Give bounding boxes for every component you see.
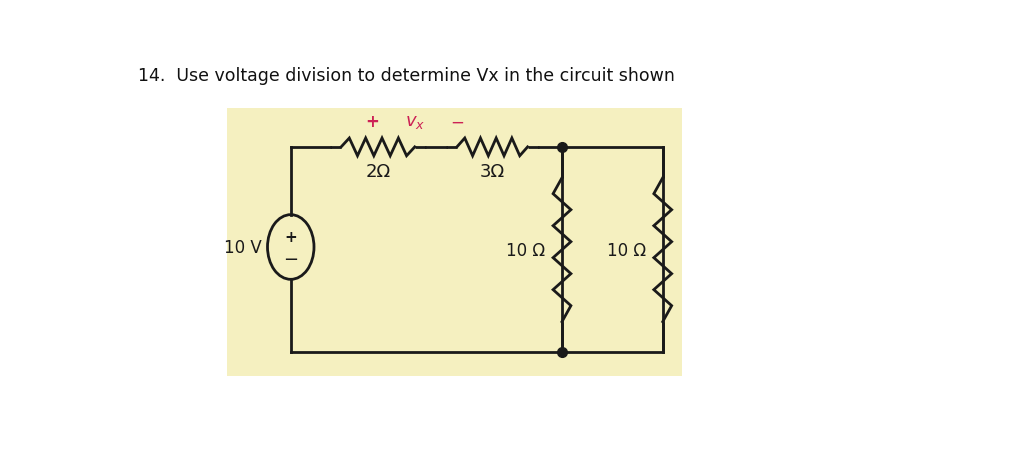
Text: +: + [285,229,297,244]
Text: $v_x$: $v_x$ [404,113,425,131]
Text: −: − [451,113,464,131]
FancyBboxPatch shape [227,109,682,376]
Text: +: + [366,113,379,131]
Text: 10 Ω: 10 Ω [506,241,545,259]
Text: −: − [284,251,298,269]
Text: 10 Ω: 10 Ω [606,241,646,259]
Text: 3Ω: 3Ω [479,163,505,181]
Text: 10 V: 10 V [223,238,261,257]
Text: 14.  Use voltage division to determine Vx in the circuit shown: 14. Use voltage division to determine Vx… [138,67,675,85]
Text: 2Ω: 2Ω [366,163,390,181]
